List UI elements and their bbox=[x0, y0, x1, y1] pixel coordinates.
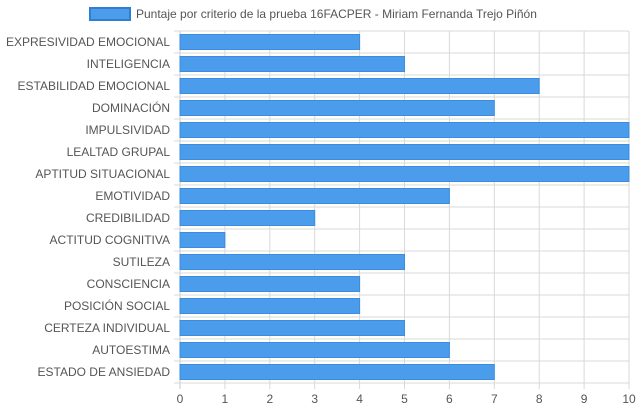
bar[interactable] bbox=[179, 254, 405, 270]
bar[interactable] bbox=[179, 166, 630, 182]
category-label: ESTABILIDAD EMOCIONAL bbox=[18, 79, 171, 93]
x-tick-label: 1 bbox=[222, 392, 229, 406]
bar[interactable] bbox=[179, 144, 630, 160]
bar[interactable] bbox=[179, 34, 361, 50]
x-tick-label: 3 bbox=[311, 392, 318, 406]
x-tick-label: 2 bbox=[266, 392, 273, 406]
bars bbox=[179, 34, 630, 380]
category-label: SUTILEZA bbox=[113, 255, 170, 269]
x-tick-label: 5 bbox=[401, 392, 408, 406]
bar[interactable] bbox=[179, 122, 630, 138]
legend[interactable]: Puntaje por criterio de la prueba 16FACP… bbox=[89, 7, 537, 21]
category-label: LEALTAD GRUPAL bbox=[67, 145, 171, 159]
category-labels: EXPRESIVIDAD EMOCIONAL INTELIGENCIA ESTABI… bbox=[6, 35, 170, 379]
legend-swatch[interactable] bbox=[89, 7, 131, 21]
bar[interactable] bbox=[179, 210, 316, 226]
category-label: CONSCIENCIA bbox=[87, 277, 170, 291]
category-label: CERTEZA INDIVIDUAL bbox=[44, 321, 170, 335]
x-tick-label: 6 bbox=[446, 392, 453, 406]
category-label: EXPRESIVIDAD EMOCIONAL bbox=[6, 35, 170, 49]
bar[interactable] bbox=[179, 320, 405, 336]
x-tick-label: 0 bbox=[177, 392, 184, 406]
bar[interactable] bbox=[179, 56, 405, 72]
x-axis-ticks: 0 1 2 3 4 5 6 7 8 9 10 bbox=[177, 392, 636, 406]
x-tick-label: 9 bbox=[581, 392, 588, 406]
bar[interactable] bbox=[179, 78, 540, 94]
x-tick-label: 8 bbox=[536, 392, 543, 406]
x-tick-label: 4 bbox=[356, 392, 363, 406]
x-tick-label: 10 bbox=[622, 392, 636, 406]
bar[interactable] bbox=[179, 298, 361, 314]
bar[interactable] bbox=[179, 342, 450, 358]
category-label: APTITUD SITUACIONAL bbox=[35, 167, 170, 181]
x-tick-label: 7 bbox=[491, 392, 498, 406]
bar[interactable] bbox=[179, 232, 226, 248]
legend-label[interactable]: Puntaje por criterio de la prueba 16FACP… bbox=[136, 7, 537, 21]
category-label: DOMINACIÓN bbox=[92, 100, 170, 115]
category-label: INTELIGENCIA bbox=[87, 57, 170, 71]
category-label: ESTADO DE ANSIEDAD bbox=[38, 365, 171, 379]
category-label: CREDIBILIDAD bbox=[86, 211, 170, 225]
category-label: POSICIÓN SOCIAL bbox=[64, 298, 170, 313]
category-label: IMPULSIVIDAD bbox=[85, 123, 170, 137]
bar[interactable] bbox=[179, 276, 361, 292]
category-label: AUTOESTIMA bbox=[92, 343, 170, 357]
category-label: ACTITUD COGNITIVA bbox=[50, 233, 170, 247]
category-label: EMOTIVIDAD bbox=[95, 189, 170, 203]
bar[interactable] bbox=[179, 188, 450, 204]
bar[interactable] bbox=[179, 100, 495, 116]
bar[interactable] bbox=[179, 364, 495, 380]
